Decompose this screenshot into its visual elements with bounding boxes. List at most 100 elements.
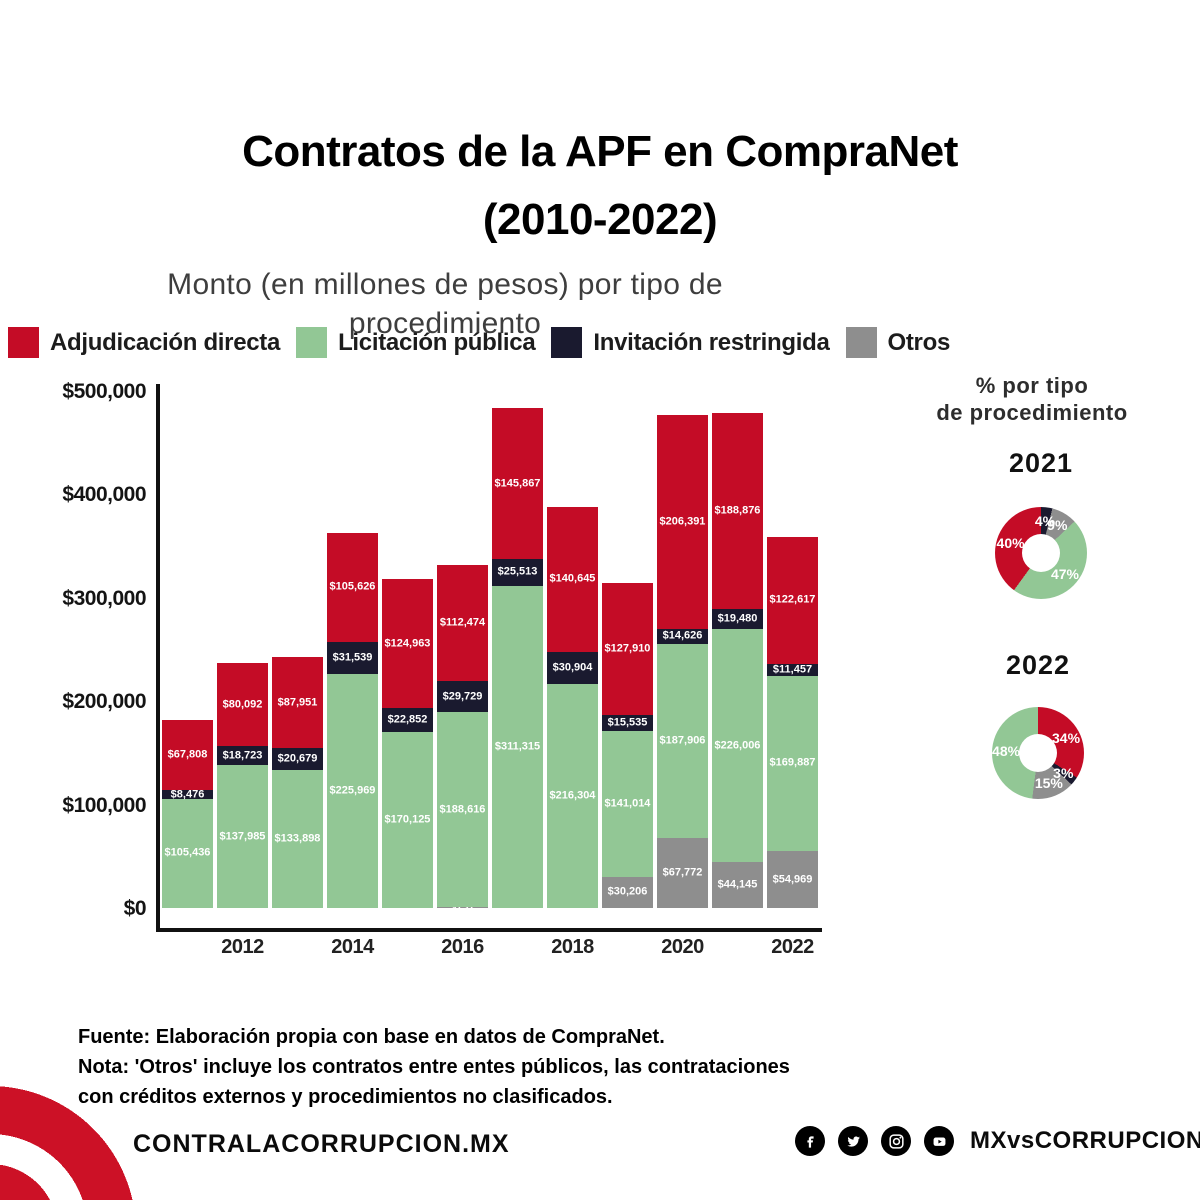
bar-value-label: $20,679 — [277, 752, 318, 765]
page-title: Contratos de la APF en CompraNet (2010-2… — [0, 127, 1200, 245]
bar-2019: $30,206 $141,014 $15,535 $127,910 — [602, 582, 653, 908]
bar-value-label: $225,969 — [329, 784, 376, 797]
legend-swatch — [8, 327, 39, 358]
y-tick-0: $0 — [123, 897, 147, 920]
legend-swatch — [551, 327, 583, 358]
donut-hole — [1022, 534, 1060, 572]
x-axis-line — [156, 928, 822, 932]
bar-2022: $54,969 $169,887 $11,457 $122,617 — [767, 536, 818, 908]
donut-chart-2022: 34% 3% 15% 48% — [992, 707, 1084, 799]
bar-segment-otros: $67,772 — [657, 837, 708, 908]
methodology-note: Nota: 'Otros' incluye los contratos entr… — [78, 1056, 790, 1108]
bar-value-label: $14,626 — [662, 629, 703, 642]
instagram-icon[interactable] — [881, 1126, 911, 1156]
bar-value-label: $170,125 — [384, 813, 431, 826]
page-title-line2: (2010-2022) — [482, 195, 718, 245]
bar-value-label: $133,898 — [274, 832, 321, 845]
bar-2016: $737 $188,616 $29,729 $112,474 — [437, 565, 488, 908]
bar-segment-licitaci-n-p-blica: $226,006 — [712, 628, 763, 863]
bar-value-label: $169,887 — [769, 756, 816, 769]
bar-value-label: $311,315 — [494, 740, 541, 753]
x-tick-2020: 2020 — [661, 936, 704, 958]
donut-slice-label: 40% — [996, 535, 1025, 552]
bar-2015: $29$170,125$22,852$124,963 — [382, 579, 433, 908]
y-tick-300000: $300,000 — [62, 586, 146, 610]
bar-value-label: $87,951 — [277, 696, 318, 709]
bar-2013: $133,898 $20,679 $87,951 — [272, 657, 323, 908]
x-tick-2014: 2014 — [331, 936, 374, 958]
bar-value-label: $31,539 — [332, 651, 373, 664]
bar-segment-adjudicaci-n-directa: $80,092 — [217, 663, 268, 746]
donut-slice-label: 3% — [1053, 764, 1074, 781]
bar-value-label: $187,906 — [659, 734, 706, 747]
website-link[interactable]: CONTRALACORRUPCION.MX — [133, 1130, 510, 1158]
social-links: MXvsCORRUPCION — [795, 1126, 1200, 1156]
facebook-icon[interactable] — [795, 1126, 825, 1156]
donut-slice-label: 9% — [1047, 517, 1068, 534]
page-title-line1: Contratos de la APF en CompraNet — [242, 127, 958, 177]
bar-value-label: $67,772 — [662, 866, 703, 879]
bar-segment-licitaci-n-p-blica: $187,906 — [657, 643, 708, 838]
bar-segment-adjudicaci-n-directa: $188,876 — [712, 413, 763, 609]
bar-segment-adjudicaci-n-directa: $87,951 — [272, 657, 323, 749]
bar-segment-invitaci-n-restringida: $8,476 — [162, 789, 213, 800]
bar-value-label: $80,092 — [222, 698, 263, 711]
bar-value-label: $216,304 — [549, 789, 596, 802]
bar-value-label: $19,480 — [717, 612, 758, 625]
legend-swatch — [296, 327, 328, 358]
bar-value-label: $122,617 — [769, 593, 816, 606]
bar-2018: $228$216,304$30,904$140,645 — [547, 506, 598, 908]
bar-value-label: $44,145 — [717, 878, 758, 891]
y-tick-100000: $100,000 — [62, 793, 146, 817]
bar-segment-adjudicaci-n-directa: $112,474 — [437, 565, 488, 682]
footer-notes: Fuente: Elaboración propia con base en d… — [78, 1022, 790, 1112]
bar-segment-invitaci-n-restringida: $14,626 — [657, 628, 708, 644]
bar-2011: $105,436 $8,476 $67,808 — [162, 720, 213, 908]
source-note: Fuente: Elaboración propia con base en d… — [78, 1026, 665, 1048]
donut-panel-title: % por tipo de procedimiento — [936, 373, 1128, 425]
bar-value-label: $11,457 — [772, 663, 813, 676]
legend-item-2: Licitación pública — [296, 327, 536, 358]
bar-value-label: $54,969 — [772, 873, 813, 886]
bar-segment-licitaci-n-p-blica: $141,014 — [602, 730, 653, 877]
bar-value-label: $124,963 — [384, 637, 431, 650]
bar-value-label: $105,626 — [329, 580, 376, 593]
bar-segment-licitaci-n-p-blica: $225,969 — [327, 674, 378, 908]
bar-value-label: $67,808 — [167, 748, 208, 761]
bar-value-label: $188,616 — [439, 803, 486, 816]
legend-item-4: Otros — [845, 327, 950, 358]
social-handle: MXvsCORRUPCION — [970, 1127, 1200, 1154]
legend-label: Adjudicación directa — [50, 328, 281, 356]
x-tick-2022: 2022 — [771, 936, 814, 958]
bar-segment-invitaci-n-restringida: $25,513 — [492, 559, 543, 586]
bar-segment-adjudicaci-n-directa: $122,617 — [767, 536, 818, 664]
legend-item-1: Adjudicación directa — [8, 327, 280, 358]
bar-segment-licitaci-n-p-blica: $311,315 — [492, 585, 543, 908]
bar-segment-otros: $484 — [492, 902, 543, 908]
bar-value-label: $145,867 — [494, 477, 541, 490]
bar-segment-invitaci-n-restringida: $20,679 — [272, 748, 323, 770]
bar-value-label: $8,476 — [170, 788, 205, 801]
bar-value-label: $105,436 — [164, 846, 211, 859]
bar-segment-adjudicaci-n-directa: $67,808 — [162, 720, 213, 791]
bar-2012: $137,985 $18,723 $80,092 — [217, 663, 268, 908]
donut-chart-2021: 4% 9% 47% 40% — [995, 507, 1087, 599]
bar-segment-otros: $737 — [437, 902, 488, 908]
bar-segment-licitaci-n-p-blica: $216,304 — [547, 684, 598, 908]
bar-segment-invitaci-n-restringida: $19,480 — [712, 608, 763, 629]
y-axis-line — [156, 384, 160, 932]
donut-slice-label: 4% — [1034, 513, 1056, 530]
bar-value-label: $188,876 — [714, 504, 761, 517]
legend-swatch — [845, 327, 877, 358]
bar-segment-adjudicaci-n-directa: $140,645 — [547, 506, 598, 653]
legend-label: Invitación restringida — [593, 328, 830, 356]
bar-segment-adjudicaci-n-directa: $145,867 — [492, 408, 543, 560]
bar-segment-adjudicaci-n-directa: $124,963 — [382, 579, 433, 709]
bar-2020: $67,772 $187,906 $14,626 $206,391 — [657, 415, 708, 908]
twitter-icon[interactable] — [838, 1126, 868, 1156]
youtube-icon[interactable] — [924, 1126, 954, 1156]
bar-segment-licitaci-n-p-blica: $188,616 — [437, 712, 488, 908]
bar-value-label: $137,985 — [219, 830, 266, 843]
legend-item-3: Invitación restringida — [551, 327, 830, 358]
